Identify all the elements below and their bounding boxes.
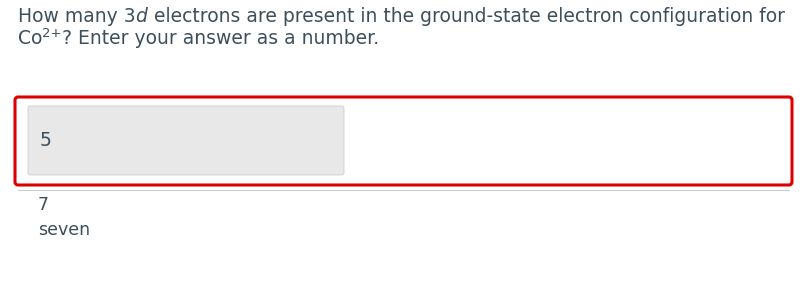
Text: How many 3: How many 3: [18, 7, 136, 26]
FancyBboxPatch shape: [28, 106, 344, 175]
Text: 7: 7: [38, 196, 49, 214]
Text: seven: seven: [38, 221, 90, 239]
Text: electrons are present in the ground-state electron configuration for: electrons are present in the ground-stat…: [148, 7, 784, 26]
Text: 5: 5: [40, 131, 52, 150]
Text: ? Enter your answer as a number.: ? Enter your answer as a number.: [62, 29, 379, 48]
Text: d: d: [136, 7, 148, 26]
Text: 2+: 2+: [43, 27, 62, 40]
FancyBboxPatch shape: [15, 97, 792, 185]
Text: Co: Co: [18, 29, 43, 48]
